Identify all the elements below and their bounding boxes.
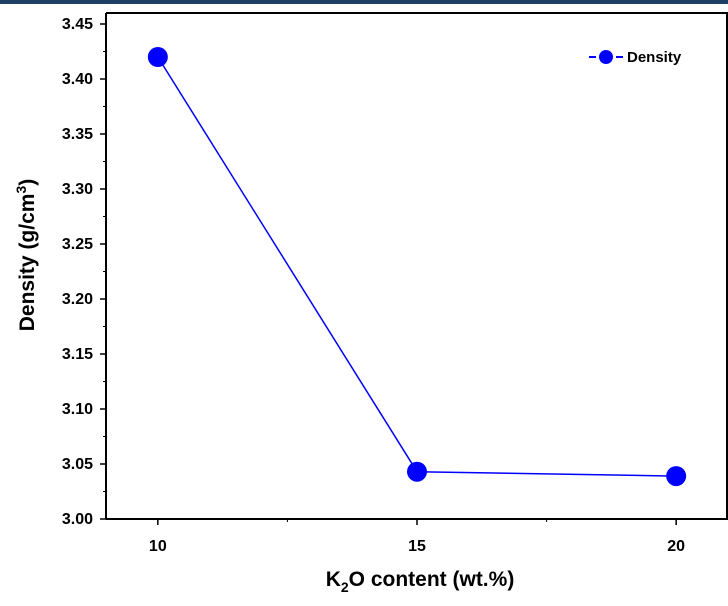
y-tick-label: 3.40 (62, 71, 93, 88)
series-layer (147, 47, 687, 487)
x-axis-title: K2O content (wt.%) (326, 568, 515, 595)
y-tick-label: 3.00 (62, 511, 93, 528)
header-strip (0, 0, 728, 4)
y-axis-ticks: 3.00 3.05 3.10 3.15 3.20 3.25 3.30 3.35 3.40 3.45 (62, 16, 106, 528)
data-point (147, 47, 168, 67)
y-tick-label: 3.25 (62, 236, 93, 253)
x-tick-label: 15 (408, 538, 426, 555)
legend-marker (599, 50, 613, 64)
y-tick-label: 3.15 (62, 346, 93, 363)
plot-frame (105, 12, 728, 520)
x-axis-ticks: 10 15 20 (149, 519, 685, 555)
data-point (407, 461, 427, 482)
x-tick-label: 20 (667, 538, 685, 555)
data-point (666, 466, 687, 487)
legend: Density (589, 49, 682, 66)
x-tick-label: 10 (149, 538, 167, 555)
y-tick-label: 3.45 (62, 16, 93, 33)
y-tick-label: 3.10 (62, 401, 93, 418)
series-line (157, 56, 677, 477)
y-tick-label: 3.20 (62, 291, 93, 308)
y-axis-title: Density (g/cm3) (13, 179, 39, 332)
y-tick-label: 3.05 (62, 456, 93, 473)
y-tick-label: 3.30 (62, 181, 93, 198)
y-tick-label: 3.35 (62, 126, 93, 143)
legend-label: Density (627, 49, 682, 66)
